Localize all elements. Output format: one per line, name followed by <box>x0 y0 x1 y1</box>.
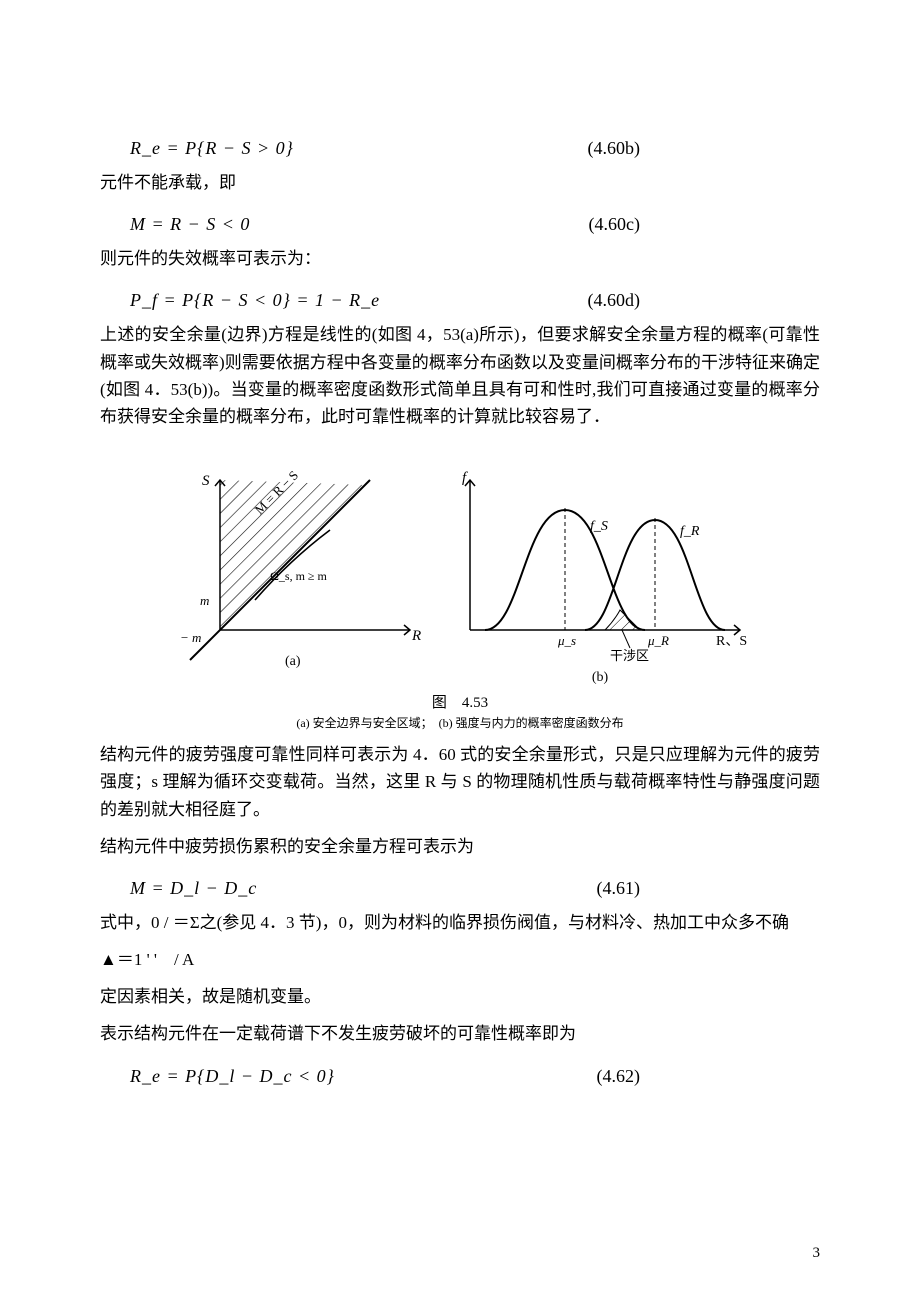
subfigure-b: f R、S f_S f_R μ_s μ_R 干涉区 <box>440 460 760 670</box>
mu-s-label: μ_s <box>557 633 576 648</box>
interference-label: 干涉区 <box>610 648 649 663</box>
equation-4-61: M = D_l − D_c (4.61) <box>100 878 820 899</box>
equation-4-60b: R_e = P{R − S > 0} (4.60b) <box>100 138 820 159</box>
eq-formula: R_e = P{R − S > 0} <box>130 138 294 159</box>
figure-subcaption: (a) 安全边界与安全区域； (b) 强度与内力的概率密度函数分布 <box>100 714 820 731</box>
paragraph-2: 则元件的失效概率可表示为： <box>100 245 820 272</box>
eq-formula: R_e = P{D_l − D_c < 0} <box>130 1066 335 1087</box>
figure-row: S R M = R − S Ω_s, m ≥ m m − m (a) <box>100 460 820 670</box>
equation-4-60c: M = R − S < 0 (4.60c) <box>100 214 820 235</box>
eq-formula: M = D_l − D_c <box>130 878 257 899</box>
x-axis-label: R <box>411 628 421 644</box>
y-axis-label: S <box>202 473 210 489</box>
paragraph-1: 元件不能承载，即 <box>100 169 820 196</box>
eq-number: (4.61) <box>597 878 821 899</box>
subfigure-a: S R M = R − S Ω_s, m ≥ m m − m (a) <box>160 460 430 670</box>
m-label: m <box>200 593 209 608</box>
x-axis-label-b: R、S <box>716 634 747 649</box>
subfig-a-label: (a) <box>285 654 301 669</box>
paragraph-9: 表示结构元件在一定载荷谱下不发生疲劳破坏的可靠性概率即为 <box>100 1020 820 1047</box>
figure-4-53: S R M = R − S Ω_s, m ≥ m m − m (a) <box>100 460 820 731</box>
figure-caption: 图 4.53 <box>100 691 820 712</box>
paragraph-3: 上述的安全余量(边界)方程是线性的(如图 4，53(a)所示)，但要求解安全余量… <box>100 321 820 430</box>
subfig-b-label: (b) <box>440 670 760 686</box>
fr-label: f_R <box>680 524 700 539</box>
eq-number: (4.60b) <box>588 138 821 159</box>
paragraph-5: 结构元件中疲劳损伤累积的安全余量方程可表示为 <box>100 833 820 860</box>
paragraph-7: ▲＝1 ' ' / A <box>100 946 820 973</box>
equation-4-60d: P_f = P{R − S < 0} = 1 − R_e (4.60d) <box>100 290 820 311</box>
region-label: Ω_s, m ≥ m <box>270 569 328 583</box>
eq-number: (4.60d) <box>588 290 821 311</box>
fs-label: f_S <box>590 519 608 534</box>
neg-m-label: − m <box>180 630 201 645</box>
eq-number: (4.62) <box>597 1066 821 1087</box>
eq-formula: P_f = P{R − S < 0} = 1 − R_e <box>130 290 380 311</box>
equation-4-62: R_e = P{D_l − D_c < 0} (4.62) <box>100 1066 820 1087</box>
eq-formula: M = R − S < 0 <box>130 214 250 235</box>
document-page: R_e = P{R − S > 0} (4.60b) 元件不能承载，即 M = … <box>0 0 920 1302</box>
mu-r-label: μ_R <box>647 633 669 648</box>
page-number: 3 <box>813 1245 821 1262</box>
eq-number: (4.60c) <box>589 214 820 235</box>
paragraph-4: 结构元件的疲劳强度可靠性同样可表示为 4．60 式的安全余量形式，只是只应理解为… <box>100 741 820 823</box>
paragraph-8: 定因素相关，故是随机变量。 <box>100 983 820 1010</box>
paragraph-6: 式中，0 / ＝Σ之(参见 4．3 节)，0，则为材料的临界损伤阀值，与材料冷、… <box>100 909 820 936</box>
